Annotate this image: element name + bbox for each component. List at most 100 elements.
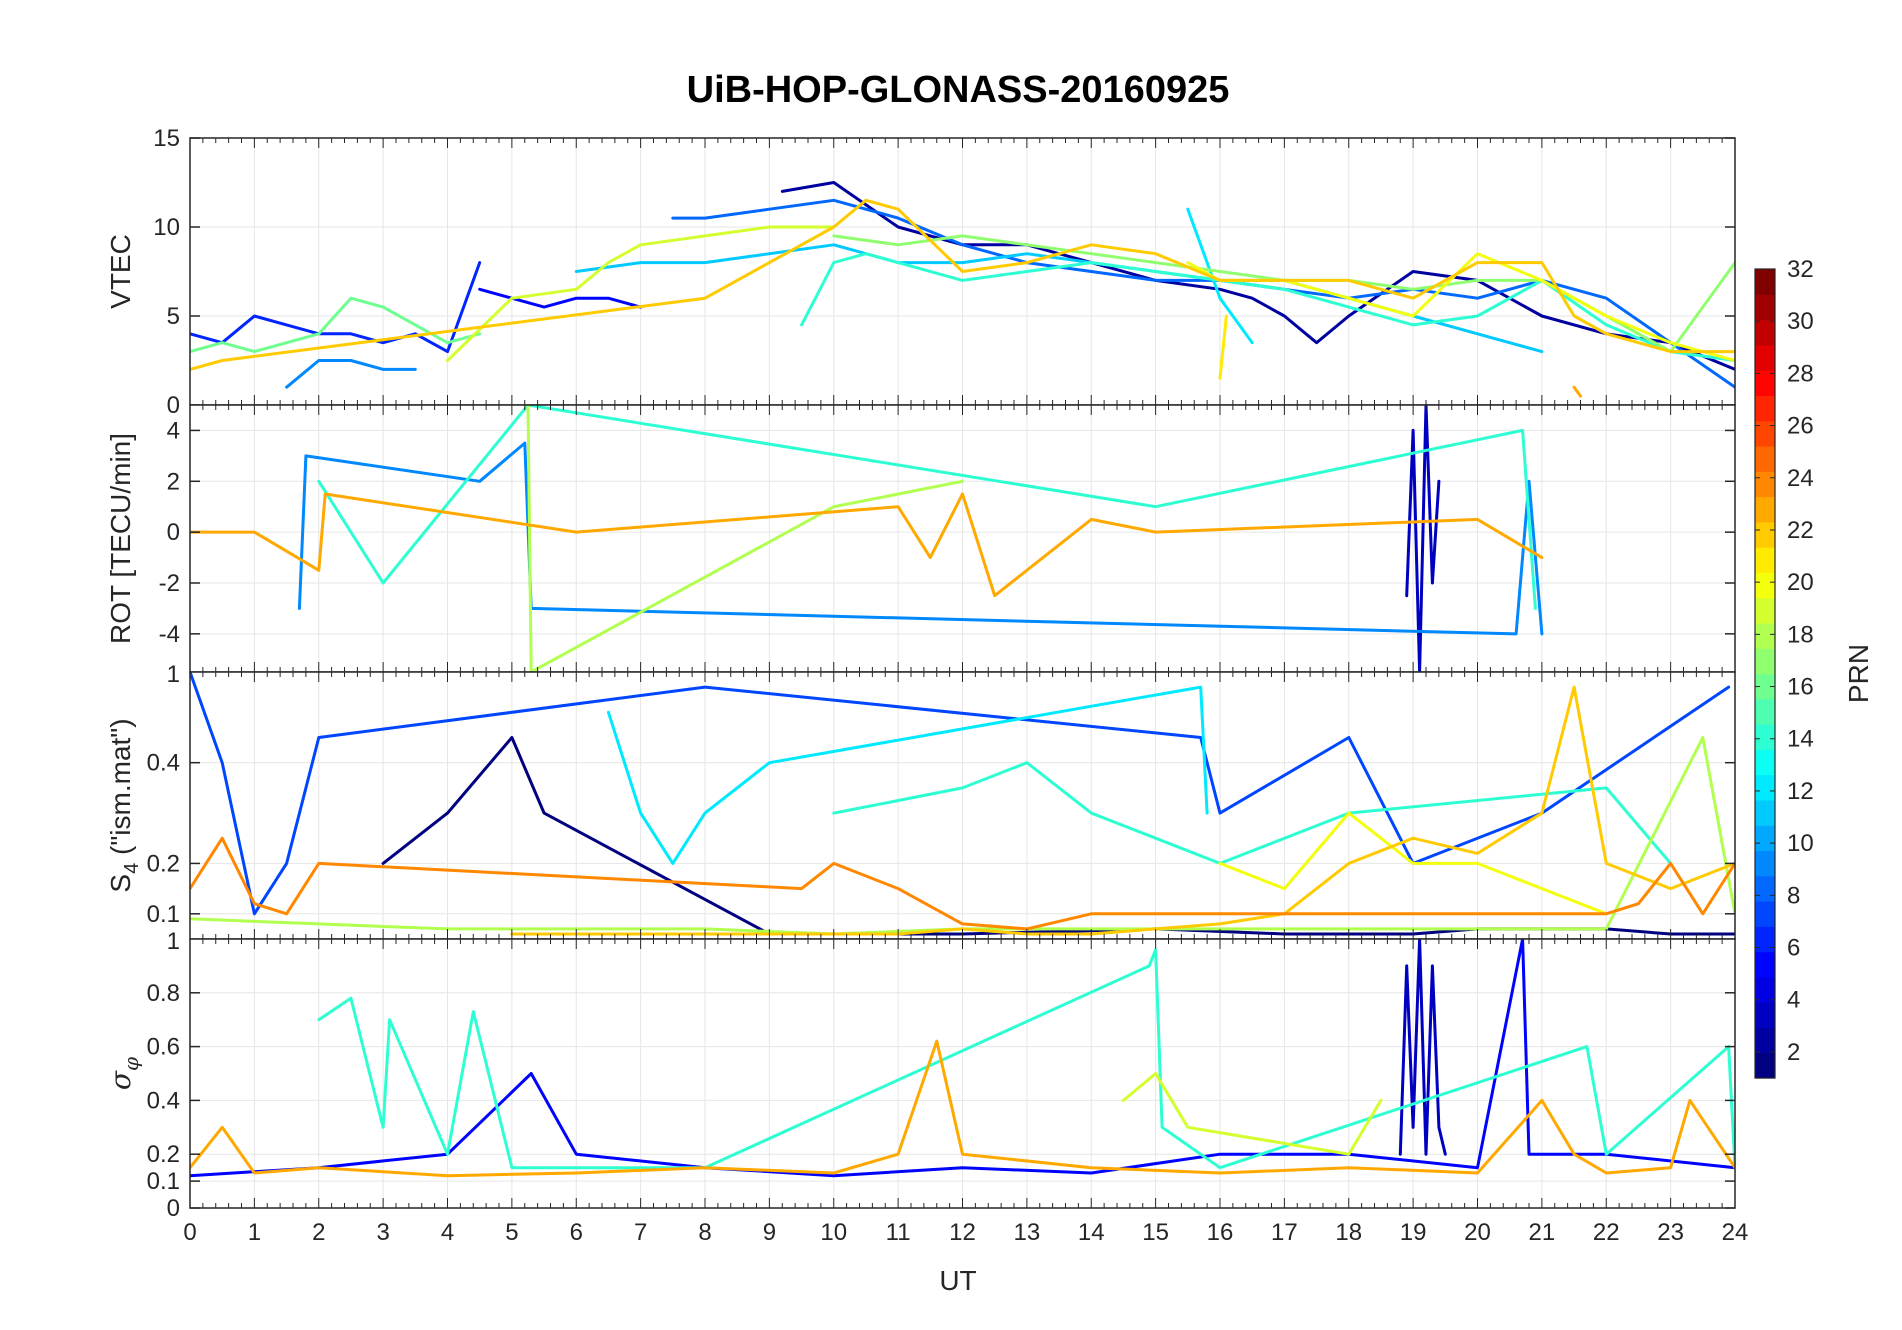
vtec-series-prn-22 <box>190 198 1735 371</box>
colorbar-frame <box>1754 268 1776 1079</box>
x-tick-label: 15 <box>1142 1219 1169 1246</box>
x-tick-label: 3 <box>376 1219 389 1246</box>
x-tick-label: 13 <box>1014 1219 1041 1246</box>
sigma_phi-series-prn-3 <box>1398 939 1447 1156</box>
sigma_phi-y-tick-label: 0.1 <box>147 1168 180 1195</box>
colorbar-swatch <box>1755 698 1775 725</box>
colorbar-swatch <box>1755 344 1775 371</box>
colorbar-swatch <box>1755 1002 1775 1029</box>
colorbar-tick-label: 14 <box>1787 726 1814 753</box>
colorbar-swatch <box>1755 648 1775 675</box>
colorbar-swatch <box>1755 850 1775 877</box>
vtec-y-axis-label: VTEC <box>105 234 136 309</box>
vtec-series-prn-8 <box>671 198 1735 389</box>
colorbar-tick-label: 32 <box>1787 256 1814 283</box>
vtec-series-prn-6 <box>190 261 482 354</box>
x-tick-label: 8 <box>698 1219 711 1246</box>
rot-series-prn-3 <box>1405 405 1441 672</box>
x-tick-label: 5 <box>505 1219 518 1246</box>
x-tick-label: 14 <box>1078 1219 1105 1246</box>
vtec-y-tick-label: 10 <box>153 214 180 241</box>
colorbar-swatch <box>1755 319 1775 346</box>
s4-series-prn-20 <box>1218 811 1608 916</box>
colorbar-tick-label: 20 <box>1787 569 1814 596</box>
colorbar-tick-label: 4 <box>1787 987 1800 1014</box>
sigma_phi-y-label-main: σ <box>104 1070 137 1090</box>
colorbar-tick-label: 26 <box>1787 413 1814 440</box>
vtec-series-prn-9 <box>285 359 417 389</box>
colorbar-tick-label: 18 <box>1787 621 1814 648</box>
x-tick-label: 7 <box>634 1219 647 1246</box>
x-tick-label: 22 <box>1593 1219 1620 1246</box>
colorbar-tick-label: 12 <box>1787 778 1814 805</box>
sigma_phi-y-tick-label: 0.2 <box>147 1141 180 1168</box>
sigma_phi-series-prn-5 <box>190 939 1735 1178</box>
s4-y-tick-label: 0.2 <box>147 850 180 877</box>
rot-series-prn-23 <box>190 492 1544 598</box>
colorbar-tick-label: 8 <box>1787 882 1800 909</box>
colorbar-swatch <box>1755 976 1775 1003</box>
sigma_phi-top-tick-label: 1 <box>167 928 180 955</box>
colorbar-swatch <box>1755 572 1775 599</box>
panel-s4: 0.1 0.2 0.4 1 S4 ("ism.mat") <box>105 661 1736 940</box>
rot-y-tick-label: 0 <box>167 519 180 546</box>
x-tick-label: 21 <box>1529 1219 1556 1246</box>
vtec-series-prn-12 <box>1186 207 1254 345</box>
colorbar-tick-label: 2 <box>1787 1039 1800 1066</box>
vtec-series-prn-21 <box>1218 314 1228 380</box>
colorbar-swatch <box>1755 901 1775 927</box>
rot-series-group <box>190 405 1544 672</box>
colorbar-swatch <box>1755 521 1775 548</box>
colorbar-swatch <box>1755 951 1775 978</box>
rot-y-axis-label: ROT [TECU/min] <box>105 433 136 644</box>
colorbar-tick-label: 22 <box>1787 517 1814 544</box>
x-tick-label: 23 <box>1657 1219 1684 1246</box>
rot-y-tick-label: 2 <box>167 468 180 495</box>
x-tick-label: 10 <box>820 1219 847 1246</box>
x-tick-label: 20 <box>1464 1219 1491 1246</box>
colorbar-swatch <box>1755 597 1775 624</box>
colorbar-tick-label: 30 <box>1787 308 1814 335</box>
colorbar-tick-label: 16 <box>1787 674 1814 701</box>
colorbar-swatch <box>1755 420 1775 447</box>
panel-rot: -4 -2 0 2 4 ROT [TECU/min] <box>105 404 1736 673</box>
s4-y-tick-label: 0.4 <box>147 750 180 777</box>
colorbar-swatch <box>1755 471 1775 498</box>
sigma_phi-y-axis-label: σφ <box>104 1057 143 1090</box>
sigma_phi-y-tick-label: 0.4 <box>147 1087 180 1114</box>
x-tick-label: 11 <box>886 1219 911 1246</box>
s4-y-label-tail: ("ism.mat") <box>105 718 136 862</box>
sigma_phi-series-prn-23 <box>190 1039 1735 1178</box>
colorbar-swatch <box>1755 294 1775 321</box>
colorbar-swatch <box>1755 774 1775 801</box>
colorbar-tick-label: 6 <box>1787 935 1800 962</box>
s4-y-tick-label: 0.1 <box>147 901 180 928</box>
rot-series-prn-14 <box>317 405 1537 610</box>
colorbar-swatch <box>1755 547 1775 573</box>
sigma_phi-series-prn-19 <box>1121 1072 1383 1156</box>
s4-series-prn-12 <box>606 685 1209 865</box>
x-tick-label: 1 <box>248 1219 261 1246</box>
colorbar-swatch <box>1755 269 1775 295</box>
x-tick-label: 17 <box>1271 1219 1298 1246</box>
s4-y-label-main: S <box>105 874 136 893</box>
x-axis-label: UT <box>939 1265 976 1296</box>
rot-y-tick-label: -4 <box>159 621 180 648</box>
vtec-y-tick-label: 15 <box>153 125 180 152</box>
colorbar-tick-label: 24 <box>1787 465 1814 492</box>
chart-title: UiB-HOP-GLONASS-20160925 <box>687 69 1230 111</box>
x-tick-label: 16 <box>1207 1219 1234 1246</box>
x-tick-label: 6 <box>570 1219 583 1246</box>
colorbar-tick-label: 28 <box>1787 360 1814 387</box>
panel-vtec: 0 5 10 15 VTEC <box>105 125 1736 419</box>
s4-series-prn-24 <box>190 836 1735 931</box>
x-tick-label: 24 <box>1722 1219 1749 1246</box>
colorbar-label: PRN <box>1843 644 1874 703</box>
rot-series-prn-18 <box>526 405 964 672</box>
s4-top-tick-label: 1 <box>167 661 180 688</box>
colorbar-swatch <box>1755 875 1775 902</box>
s4-series-prn-14 <box>832 761 1673 865</box>
colorbar-swatch <box>1755 749 1775 776</box>
colorbar-swatch <box>1755 825 1775 852</box>
